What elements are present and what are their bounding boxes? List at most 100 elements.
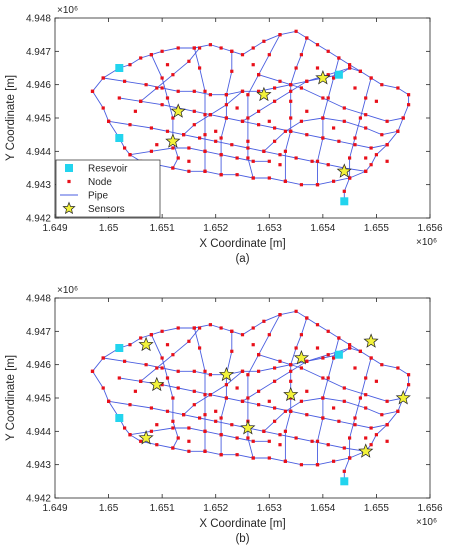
node <box>219 153 223 157</box>
node <box>171 146 175 150</box>
node <box>326 376 330 380</box>
node <box>385 399 389 403</box>
y-tick-label: 4.942 <box>26 494 51 505</box>
node <box>315 463 320 467</box>
node <box>267 53 271 57</box>
node <box>246 373 250 377</box>
node <box>203 393 207 397</box>
node <box>90 89 95 93</box>
node <box>278 153 282 157</box>
node <box>251 326 255 330</box>
node <box>192 369 196 373</box>
reservoir <box>340 477 349 486</box>
node <box>240 119 245 123</box>
node <box>235 156 239 160</box>
node <box>219 433 223 437</box>
node <box>208 373 212 377</box>
node <box>321 356 325 360</box>
node <box>257 123 261 127</box>
y-tick-label: 4.945 <box>26 394 51 405</box>
node <box>369 163 373 167</box>
node <box>278 313 282 317</box>
sensor-star <box>283 386 299 402</box>
node <box>208 43 212 47</box>
node <box>230 349 234 353</box>
node <box>101 356 105 360</box>
node <box>144 83 148 87</box>
node <box>294 309 298 313</box>
node <box>305 79 309 83</box>
node <box>353 416 357 420</box>
sensor-star <box>293 350 310 365</box>
node <box>267 439 271 443</box>
node <box>165 409 170 413</box>
node <box>283 429 287 433</box>
node <box>123 79 127 83</box>
axes-box <box>54 297 431 499</box>
node <box>326 73 330 77</box>
node <box>310 159 314 163</box>
node <box>396 86 400 90</box>
node <box>364 393 368 397</box>
node <box>224 116 228 120</box>
node <box>369 76 373 80</box>
node <box>128 403 132 407</box>
node <box>203 169 207 173</box>
x-tick-label: 1.649 <box>42 503 67 514</box>
node <box>208 393 212 397</box>
sensor-star <box>256 86 272 102</box>
node <box>224 383 228 387</box>
node <box>289 83 293 87</box>
node <box>107 119 111 123</box>
node <box>337 56 341 60</box>
reservoir <box>334 70 343 79</box>
node <box>289 89 293 93</box>
node <box>198 46 202 50</box>
panel-caption: (a) <box>235 253 249 265</box>
node <box>342 386 346 390</box>
x-exponent: ×10⁶ <box>416 237 437 248</box>
x-tick-label: 1.653 <box>257 223 282 234</box>
node <box>187 169 191 173</box>
node <box>267 159 271 163</box>
sensor-star <box>138 430 154 445</box>
node <box>246 116 250 120</box>
node <box>273 406 277 410</box>
node <box>149 149 153 153</box>
node <box>364 113 368 117</box>
node <box>348 456 352 460</box>
node <box>299 399 303 403</box>
x-tick-label: 1.65 <box>99 503 119 514</box>
node <box>289 116 293 120</box>
node <box>273 99 277 103</box>
node <box>262 319 266 323</box>
x-axis-label: X Coordinate [m] <box>199 238 285 250</box>
y-tick-label: 4.943 <box>26 180 51 191</box>
node <box>283 409 287 413</box>
node <box>401 116 405 120</box>
node <box>262 39 266 43</box>
node <box>251 439 255 443</box>
node <box>187 159 191 163</box>
node <box>305 36 309 40</box>
pipe <box>108 120 366 172</box>
node <box>160 383 164 387</box>
node <box>192 109 196 113</box>
sensor-star <box>218 366 235 382</box>
node <box>369 443 373 447</box>
node <box>278 443 282 447</box>
node <box>267 333 271 337</box>
node <box>380 363 384 367</box>
node <box>117 96 121 100</box>
node <box>203 149 207 153</box>
node <box>219 173 223 177</box>
legend-marker-reservoir <box>65 164 73 172</box>
node <box>342 189 346 193</box>
node <box>353 423 357 427</box>
node <box>364 436 368 440</box>
node <box>278 433 282 437</box>
node <box>203 113 207 117</box>
node <box>139 99 143 103</box>
node <box>149 53 153 57</box>
x-tick-label: 1.655 <box>364 503 389 514</box>
